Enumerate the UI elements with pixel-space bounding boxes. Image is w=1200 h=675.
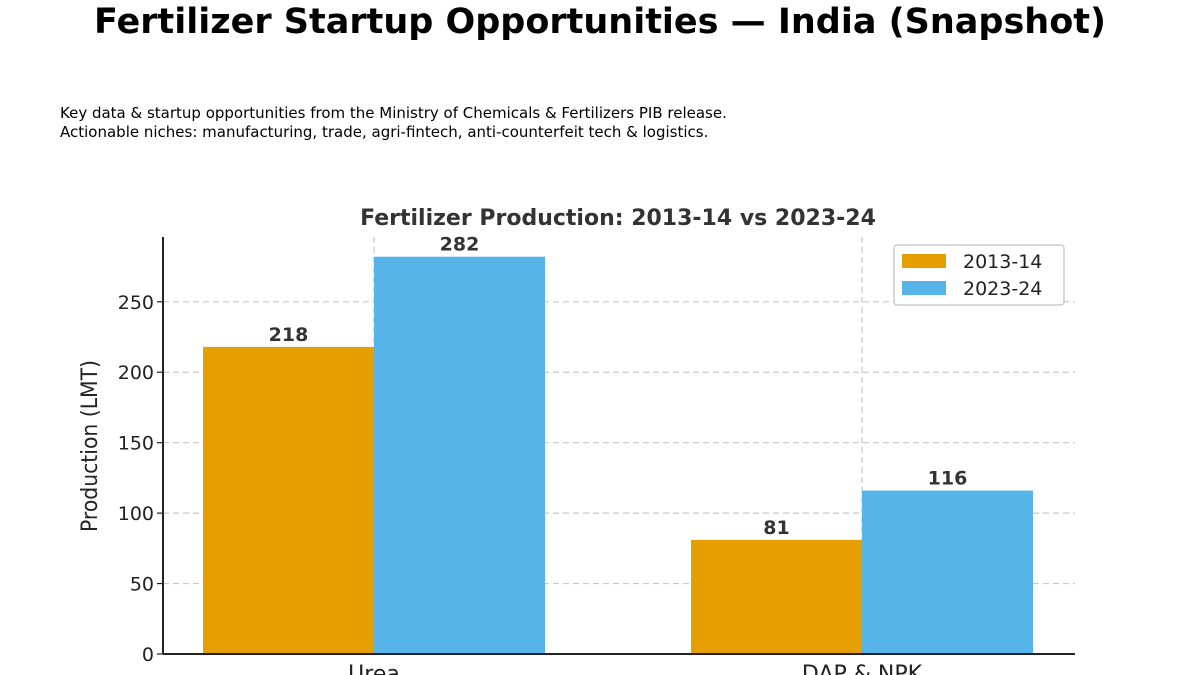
page-title: Fertilizer Startup Opportunities — India…	[94, 2, 1106, 42]
y-tick-label-0: 0	[142, 644, 154, 666]
subtitle-line-2: Actionable niches: manufacturing, trade,…	[60, 123, 709, 141]
bar-2023-24-Urea	[374, 256, 545, 654]
bar-2013-14-Urea	[203, 346, 374, 654]
subtitle: Key data & startup opportunities from th…	[60, 104, 727, 142]
legend-swatch-2013-14	[902, 254, 946, 268]
legend-swatch-2023-24	[902, 281, 946, 295]
data-label: 282	[440, 234, 480, 256]
y-axis-label: Production (LMT)	[78, 360, 103, 532]
subtitle-line-1: Key data & startup opportunities from th…	[60, 104, 727, 122]
axes: 0 50 100 150 200 250 Urea DAP & NPK	[118, 237, 1075, 675]
bars	[203, 256, 1033, 654]
data-label: 218	[269, 324, 309, 346]
legend-label: 2023-24	[963, 278, 1042, 300]
data-labels: 218 81 282 116	[269, 234, 968, 539]
bar-2023-24-DAP & NPK	[862, 490, 1033, 654]
y-tick-label-150: 150	[118, 433, 154, 455]
legend: 2013-14 2023-24	[893, 244, 1065, 306]
y-tick-label-100: 100	[118, 503, 154, 525]
bar-2013-14-DAP & NPK	[691, 539, 862, 654]
y-tick-label-250: 250	[118, 292, 154, 314]
data-label: 81	[763, 517, 789, 539]
x-tick-label: DAP & NPK	[802, 662, 923, 675]
chart-title: Fertilizer Production: 2013-14 vs 2023-2…	[360, 206, 876, 231]
x-tick-label: Urea	[348, 662, 400, 675]
legend-label: 2013-14	[963, 251, 1042, 273]
data-label: 116	[928, 468, 968, 490]
y-tick-label-50: 50	[130, 574, 154, 596]
y-tick-label-200: 200	[118, 362, 154, 384]
